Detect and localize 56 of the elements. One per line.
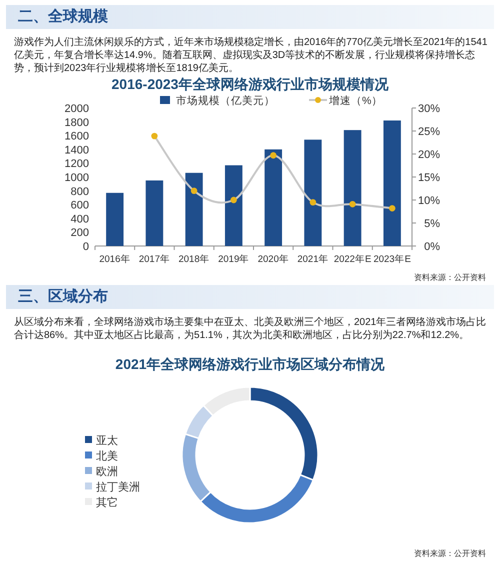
y-tick-label: 400	[70, 213, 89, 226]
text: 三、区域分布	[6, 285, 494, 309]
bar	[146, 180, 164, 246]
x-tick-label: 2019年	[218, 253, 250, 265]
y2-tick-label: 20%	[418, 149, 440, 161]
legend-label: 拉丁美洲	[96, 480, 140, 494]
point	[151, 132, 158, 140]
y-tick-label: 1200	[64, 158, 89, 170]
point	[310, 199, 316, 206]
x-tick-label: 2018年	[178, 253, 210, 265]
y2-tick-label: 25%	[418, 126, 440, 138]
text: 从区域分布来看，全球网络游戏市场主要集中在亚太、北美及欧洲三个地区，2021年三者网络游戏市场占比合计达86%。其中亚太地区占比最高，为51.1%，其次为北美和欧洲地区，占比分别为22.7%和12.2%。	[14, 316, 488, 342]
text: 资料来源：公开资料	[414, 548, 486, 559]
y-tick-label: 1600	[64, 130, 89, 143]
point	[388, 205, 396, 212]
x-tick-label: 2020年	[258, 253, 289, 265]
y2-tick-label: 15%	[418, 172, 440, 184]
x-tick-label: 2022年E	[334, 253, 372, 265]
bar	[264, 149, 282, 246]
text: 二、全球规模	[6, 5, 494, 29]
bar	[185, 172, 203, 246]
y-tick-label: 2000	[64, 103, 89, 115]
y-tick-label: 600	[70, 200, 89, 212]
bar	[224, 165, 242, 246]
x-tick-label: 2021年	[297, 253, 329, 265]
y2-tick-label: 10%	[418, 195, 440, 207]
point	[270, 152, 277, 159]
bar	[106, 192, 124, 246]
y2-tick-label: 30%	[418, 103, 440, 115]
legend-label: 市场规模（亿美元）	[176, 94, 275, 107]
chart-title: 2021年全球网络游戏行业市场区域分布情况	[114, 356, 386, 374]
point	[349, 200, 356, 208]
bar	[344, 130, 362, 246]
legend-label: 其它	[96, 496, 118, 509]
y-tick-label: 1000	[64, 172, 89, 184]
x-tick-label: 2017年	[138, 253, 170, 265]
text: 游戏作为人们主流休闲娱乐的方式，近年来市场规模稳定增长，由2016年的770亿美元增长至2021年的1541亿美元，年复合增长率达14.9%。随着互联网、虚拟现实及3D等技术的不断发展，行业规模将保持增长态势，预计到2023年行业规模将增长至1819亿美元。	[14, 36, 488, 75]
x-tick-label: 2023年E	[373, 253, 411, 265]
legend-label: 欧洲	[96, 465, 118, 478]
legend-label: 北美	[96, 450, 118, 462]
y2-tick-label: 5%	[424, 218, 440, 230]
y-tick-label: 800	[70, 186, 89, 198]
y2-tick-label: 0%	[424, 241, 440, 253]
x-tick-label: 2016年	[99, 253, 130, 265]
bar	[304, 140, 322, 246]
text: 资料来源：公开资料	[414, 272, 486, 283]
y-tick-label: 1800	[64, 116, 89, 129]
chart-title: 2016-2023年全球网络游戏行业市场规模情况	[110, 76, 390, 94]
legend-label: 增速（%）	[328, 94, 382, 107]
y-tick-label: 0	[82, 241, 89, 253]
legend-label: 亚太	[96, 434, 118, 447]
point	[230, 196, 237, 204]
y-tick-label: 200	[70, 227, 89, 240]
y-tick-label: 1400	[64, 144, 89, 156]
bar	[383, 120, 401, 246]
point	[190, 188, 198, 194]
